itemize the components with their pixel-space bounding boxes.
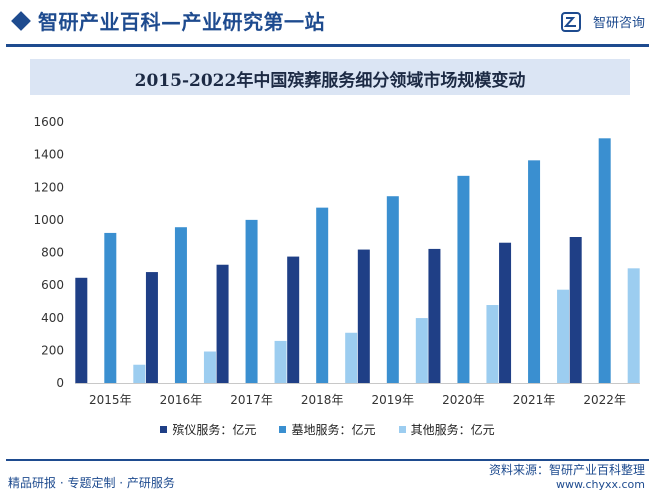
bar-funeral bbox=[287, 256, 300, 383]
x-tick-label: 2021年 bbox=[513, 393, 556, 407]
x-tick-label: 2016年 bbox=[160, 393, 203, 407]
x-tick-label: 2017年 bbox=[230, 393, 273, 407]
y-tick-label: 1200 bbox=[33, 180, 64, 194]
y-tick-label: 400 bbox=[41, 311, 64, 325]
diamond-icon bbox=[11, 11, 31, 31]
footer-divider bbox=[6, 459, 649, 461]
x-tick-label: 2018年 bbox=[301, 393, 344, 407]
bar-other bbox=[274, 340, 287, 383]
legend-swatch-other bbox=[398, 426, 406, 433]
brand-name: 智研咨询 bbox=[592, 16, 645, 31]
bar-cemetery bbox=[598, 138, 611, 383]
bar-funeral bbox=[357, 249, 370, 383]
legend-label-other: 其他服务：亿元 bbox=[410, 423, 495, 437]
x-tick-label: 2020年 bbox=[442, 393, 485, 407]
bar-cemetery bbox=[528, 160, 541, 383]
x-tick-label: 2015年 bbox=[89, 393, 132, 407]
bar-other bbox=[486, 305, 499, 383]
y-tick-label: 600 bbox=[41, 278, 64, 292]
bar-funeral bbox=[569, 237, 582, 383]
bar-cemetery bbox=[104, 232, 117, 383]
legend-label-funeral: 殡仪服务：亿元 bbox=[172, 423, 257, 437]
bar-cemetery bbox=[316, 207, 329, 383]
legend-swatch-cemetery bbox=[279, 426, 287, 433]
footer-tagline: 精品研报 · 专题定制 · 产研服务 bbox=[8, 476, 175, 490]
bar-funeral bbox=[216, 264, 229, 383]
bar-cemetery bbox=[245, 219, 258, 383]
bar-cemetery bbox=[174, 227, 187, 383]
zhiyan-logo-icon bbox=[561, 12, 581, 32]
legend-label-cemetery: 墓地服务：亿元 bbox=[291, 423, 376, 437]
footer-source: 资料来源：智研产业百科整理 bbox=[488, 463, 645, 477]
legend-item-funeral: 殡仪服务：亿元 bbox=[160, 421, 256, 438]
y-tick-label: 1000 bbox=[33, 213, 64, 227]
bar-cemetery bbox=[386, 196, 399, 383]
bar-other bbox=[557, 289, 570, 383]
bar-other bbox=[345, 332, 358, 383]
y-tick-label: 800 bbox=[41, 246, 64, 260]
header-divider bbox=[6, 44, 649, 47]
bar-funeral bbox=[428, 248, 441, 383]
legend-item-other: 其他服务：亿元 bbox=[398, 421, 495, 438]
y-tick-label: 0 bbox=[56, 376, 64, 390]
legend-item-cemetery: 墓地服务：亿元 bbox=[279, 421, 376, 438]
header-title: 智研产业百科—产业研究第一站 bbox=[38, 10, 325, 34]
bar-cemetery bbox=[457, 175, 470, 383]
chart-title: 2015-2022年中国殡葬服务细分领域市场规模变动 bbox=[134, 71, 526, 91]
x-tick-label: 2022年 bbox=[583, 393, 626, 407]
legend-swatch-funeral bbox=[160, 426, 168, 433]
bar-chart: 0 200 400 600 800 1000 1200 1400 1600 2015年 2016年 2… bbox=[33, 115, 640, 407]
footer-url: www.chyxx.com bbox=[555, 478, 645, 491]
bar-funeral bbox=[499, 242, 512, 383]
bar-other bbox=[133, 364, 146, 383]
x-tick-label: 2019年 bbox=[372, 393, 415, 407]
y-tick-label: 1600 bbox=[33, 115, 64, 129]
chart-title-band: 2015-2022年中国殡葬服务细分领域市场规模变动 bbox=[30, 59, 630, 95]
y-tick-label: 1400 bbox=[33, 148, 64, 162]
bar-other bbox=[203, 351, 216, 383]
top-header: 智研产业百科—产业研究第一站 智研咨询 bbox=[0, 0, 655, 47]
y-tick-label: 200 bbox=[41, 343, 64, 357]
bar-funeral bbox=[145, 272, 158, 383]
bar-other bbox=[627, 268, 640, 383]
legend: 殡仪服务：亿元 墓地服务：亿元 其他服务：亿元 bbox=[0, 419, 655, 438]
bar-other bbox=[415, 318, 428, 383]
bar-funeral bbox=[75, 277, 88, 383]
